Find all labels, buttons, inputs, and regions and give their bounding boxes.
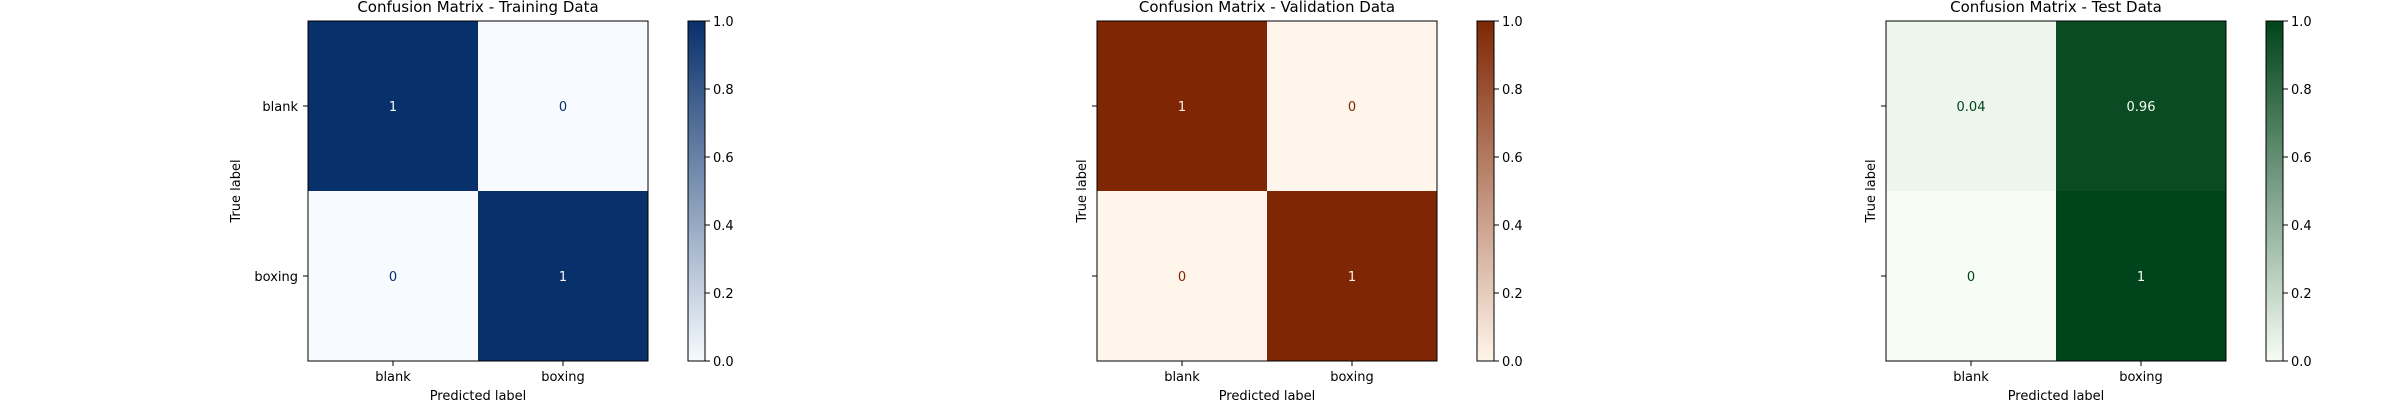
cell-value-label: 1: [389, 100, 397, 115]
cell-value-label: 1: [559, 270, 567, 285]
matrix-cell-r0-c1: [1267, 21, 1437, 191]
x-tick-label: boxing: [541, 370, 585, 385]
cell-value-label: 1: [1178, 100, 1186, 115]
colorbar-tick-label: 1.0: [1502, 15, 1523, 30]
matrix-cell-r0-c1: [478, 21, 648, 191]
colorbar-tick-label: 0.8: [713, 83, 734, 98]
matrix-cell-r0-c0: [1886, 21, 2056, 191]
x-tick-label: boxing: [1330, 370, 1374, 385]
y-tick-label: blank: [262, 100, 298, 115]
cell-value-label: 0: [1178, 270, 1186, 285]
matrix-cell-r1-c1: [478, 191, 648, 361]
matrix-cell-r1-c0: [308, 191, 478, 361]
cell-value-label: 0.04: [1957, 100, 1986, 115]
cell-value-label: 0: [389, 270, 397, 285]
cell-value-label: 0: [559, 100, 567, 115]
x-tick-label: blank: [1164, 370, 1200, 385]
chart-title: Confusion Matrix - Training Data: [357, 0, 598, 16]
colorbar-tick-label: 0.0: [713, 355, 734, 370]
colorbar-tick-label: 0.8: [2291, 83, 2312, 98]
axes-frame: [307, 20, 649, 362]
colorbar-tick-label: 0.0: [2291, 355, 2312, 370]
colorbar-tick-label: 0.6: [1502, 151, 1523, 166]
confusion-matrix-panel-2: Confusion Matrix - Validation Data 1 0 0 1 bl…: [1075, 0, 1523, 400]
x-tick-label: boxing: [2119, 370, 2163, 385]
x-axis-label: Predicted label: [2008, 389, 2105, 400]
y-axis-label: True label: [1075, 159, 1090, 223]
cell-value-label: 1: [2137, 270, 2145, 285]
colorbar-tick-label: 1.0: [2291, 15, 2312, 30]
x-axis-label: Predicted label: [1219, 389, 1316, 400]
cell-value-label: 1: [1348, 270, 1356, 285]
axes-frame: [1096, 20, 1438, 362]
colorbar-tick-label: 0.6: [713, 151, 734, 166]
colorbar-tick-label: 0.2: [2291, 287, 2312, 302]
confusion-matrix-panel-1: Confusion Matrix - Training Data 1 0 0 1 blan…: [229, 0, 734, 400]
chart-title: Confusion Matrix - Test Data: [1950, 0, 2162, 16]
colorbar: [687, 20, 706, 362]
axes-frame: [1885, 20, 2227, 362]
colorbar-tick-label: 0.4: [1502, 219, 1523, 234]
chart-title: Confusion Matrix - Validation Data: [1139, 0, 1395, 16]
cell-value-label: 0.96: [2127, 100, 2156, 115]
colorbar-tick-label: 0.0: [1502, 355, 1523, 370]
colorbar-tick-label: 0.2: [1502, 287, 1523, 302]
y-tick-label: boxing: [254, 270, 298, 285]
matrix-cell-r0-c0: [308, 21, 478, 191]
colorbar: [2265, 20, 2284, 362]
colorbar-tick-label: 0.4: [713, 219, 734, 234]
matrix-cell-r0-c1: [2056, 21, 2226, 191]
colorbar-tick-label: 0.6: [2291, 151, 2312, 166]
y-axis-label: True label: [1864, 159, 1879, 223]
matrix-cell-r1-c0: [1097, 191, 1267, 361]
colorbar-tick-label: 1.0: [713, 15, 734, 30]
colorbar-tick-label: 0.8: [1502, 83, 1523, 98]
matrix-cell-r1-c1: [2056, 191, 2226, 361]
y-axis-label: True label: [229, 159, 244, 223]
cell-value-label: 0: [1348, 100, 1356, 115]
matrix-cell-r1-c1: [1267, 191, 1437, 361]
x-tick-label: blank: [1953, 370, 1989, 385]
confusion-matrix-panel-3: Confusion Matrix - Test Data 0.04 0.96 0 1 bl…: [1864, 0, 2312, 400]
colorbar-tick-label: 0.2: [713, 287, 734, 302]
colorbar: [1476, 20, 1495, 362]
colorbar-tick-label: 0.4: [2291, 219, 2312, 234]
x-axis-label: Predicted label: [430, 389, 527, 400]
x-tick-label: blank: [375, 370, 411, 385]
matrix-cell-r0-c0: [1097, 21, 1267, 191]
matrix-cell-r1-c0: [1886, 191, 2056, 361]
cell-value-label: 0: [1967, 270, 1975, 285]
